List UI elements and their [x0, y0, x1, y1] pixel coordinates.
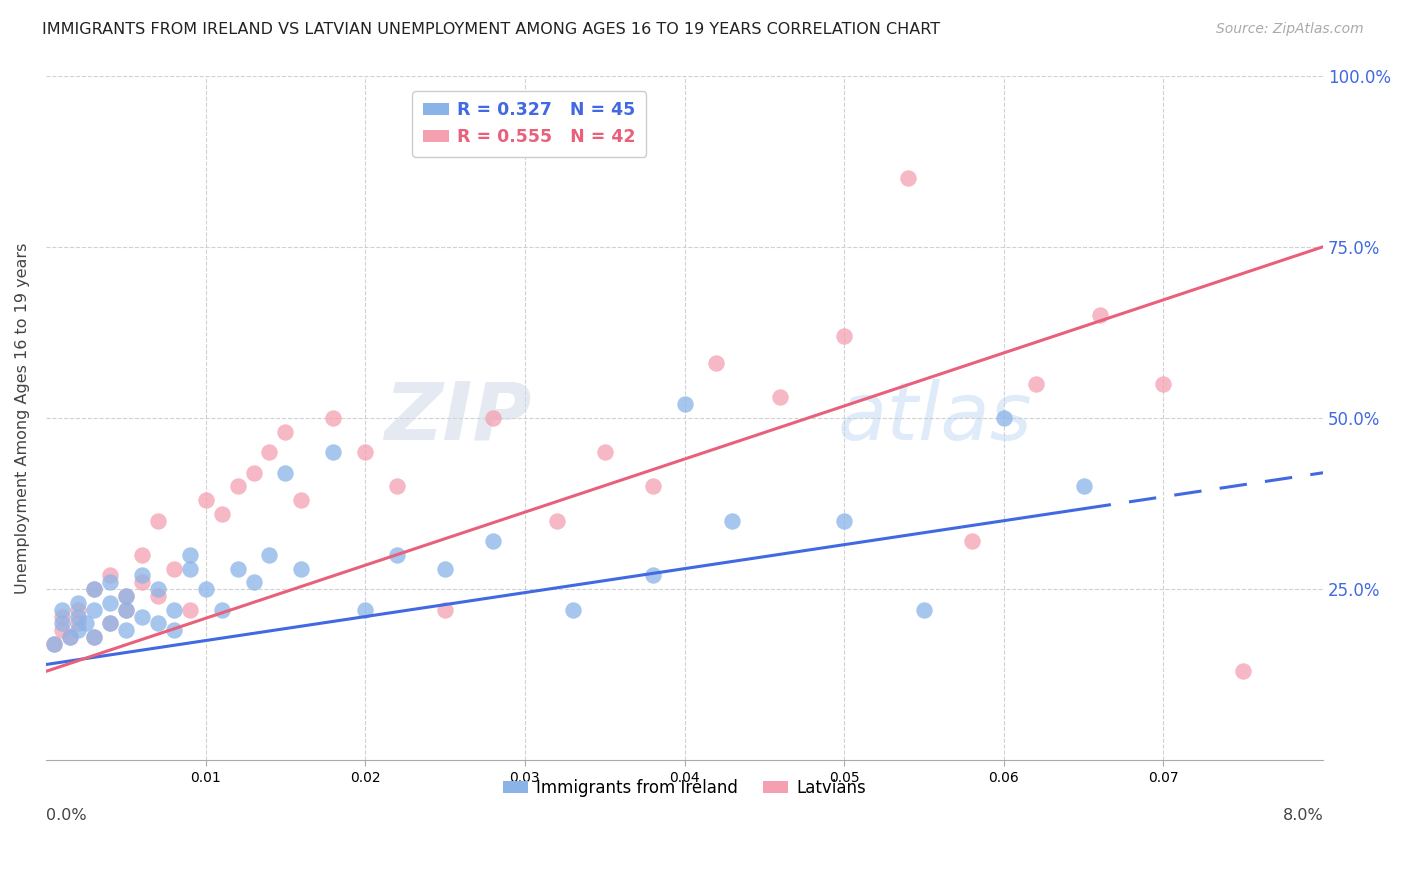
Point [146, 589, 169, 603]
Point [832, 328, 855, 343]
Point [259, 445, 281, 459]
Point [912, 603, 935, 617]
Point [98, 575, 121, 590]
Point [114, 589, 136, 603]
Point [51, 609, 73, 624]
Point [274, 466, 297, 480]
Point [1153, 376, 1175, 391]
Point [131, 575, 153, 590]
Point [98, 616, 121, 631]
Point [66, 624, 89, 638]
Point [242, 466, 264, 480]
Point [322, 445, 344, 459]
Point [322, 411, 344, 425]
Text: atlas: atlas [838, 379, 1032, 457]
Point [593, 445, 616, 459]
Point [274, 425, 297, 439]
Point [1025, 376, 1047, 391]
Point [960, 534, 983, 549]
Point [75, 616, 97, 631]
Point [769, 391, 792, 405]
Point [993, 411, 1015, 425]
Point [434, 603, 457, 617]
Point [98, 568, 121, 582]
Point [66, 609, 89, 624]
Point [42, 637, 65, 651]
Point [114, 624, 136, 638]
Text: 0.0%: 0.0% [46, 808, 87, 823]
Point [546, 514, 568, 528]
Point [131, 609, 153, 624]
Point [194, 493, 217, 508]
Point [51, 603, 73, 617]
Point [83, 603, 105, 617]
Point [641, 479, 664, 493]
Legend: Immigrants from Ireland, Latvians: Immigrants from Ireland, Latvians [496, 772, 873, 804]
Point [259, 548, 281, 562]
Point [385, 479, 408, 493]
Point [83, 630, 105, 644]
Point [83, 630, 105, 644]
Point [482, 534, 505, 549]
Point [66, 596, 89, 610]
Point [1088, 308, 1111, 322]
Point [242, 575, 264, 590]
Point [51, 624, 73, 638]
Point [66, 616, 89, 631]
Point [211, 603, 233, 617]
Point [83, 582, 105, 597]
Point [66, 603, 89, 617]
Point [114, 589, 136, 603]
Point [146, 514, 169, 528]
Y-axis label: Unemployment Among Ages 16 to 19 years: Unemployment Among Ages 16 to 19 years [15, 243, 30, 594]
Point [131, 568, 153, 582]
Point [114, 603, 136, 617]
Point [897, 171, 920, 186]
Point [354, 445, 377, 459]
Point [354, 603, 377, 617]
Point [1073, 479, 1095, 493]
Point [179, 561, 201, 575]
Point [146, 616, 169, 631]
Text: 8.0%: 8.0% [1282, 808, 1323, 823]
Point [59, 630, 82, 644]
Point [179, 548, 201, 562]
Point [131, 548, 153, 562]
Point [385, 548, 408, 562]
Point [163, 624, 186, 638]
Point [83, 582, 105, 597]
Point [114, 603, 136, 617]
Point [832, 514, 855, 528]
Point [179, 603, 201, 617]
Point [290, 561, 312, 575]
Text: ZIP: ZIP [384, 379, 531, 457]
Point [482, 411, 505, 425]
Point [561, 603, 583, 617]
Point [226, 561, 249, 575]
Point [721, 514, 744, 528]
Point [673, 397, 696, 411]
Text: IMMIGRANTS FROM IRELAND VS LATVIAN UNEMPLOYMENT AMONG AGES 16 TO 19 YEARS CORREL: IMMIGRANTS FROM IRELAND VS LATVIAN UNEMP… [42, 22, 941, 37]
Text: Source: ZipAtlas.com: Source: ZipAtlas.com [1216, 22, 1364, 37]
Point [226, 479, 249, 493]
Point [163, 561, 186, 575]
Point [434, 561, 457, 575]
Point [641, 568, 664, 582]
Point [146, 582, 169, 597]
Point [163, 603, 186, 617]
Point [98, 616, 121, 631]
Point [98, 596, 121, 610]
Point [1232, 665, 1254, 679]
Point [290, 493, 312, 508]
Point [59, 630, 82, 644]
Point [42, 637, 65, 651]
Point [706, 356, 728, 370]
Point [211, 507, 233, 521]
Point [51, 616, 73, 631]
Point [194, 582, 217, 597]
